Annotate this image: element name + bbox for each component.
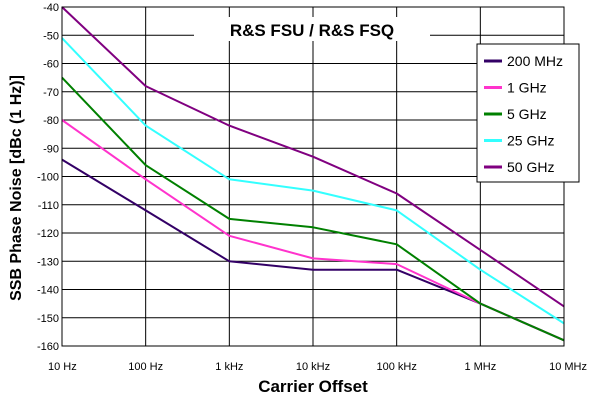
y-tick-label: -130	[37, 256, 59, 268]
legend-label: 5 GHz	[507, 106, 547, 122]
x-tick-label: 10 Hz	[48, 361, 77, 373]
y-axis-label: SSB Phase Noise [dBc (1 Hz)]	[8, 75, 25, 301]
x-tick-label: 100 Hz	[128, 361, 163, 373]
legend: 200 MHz 1 GHz 5 GHz 25 GHz 50 GHz	[476, 43, 580, 183]
y-tick-label: -40	[43, 2, 59, 14]
legend-label: 200 MHz	[507, 53, 563, 69]
series-lines	[61, 6, 565, 342]
x-axis-label: Carrier Offset	[258, 377, 368, 396]
title-background	[194, 17, 430, 41]
y-tick-label: -160	[37, 341, 59, 353]
y-tick-label: -70	[43, 87, 59, 99]
x-tick-label: 10 MHz	[549, 361, 587, 373]
y-tick-label: -90	[43, 143, 59, 155]
x-tick-label: 1 MHz	[464, 361, 496, 373]
y-tick-label: -100	[37, 172, 59, 184]
y-tick-label: -150	[37, 313, 59, 325]
y-tick-label: -50	[43, 30, 59, 42]
series-line-2	[61, 76, 565, 342]
y-tick-label: -120	[37, 228, 59, 240]
series-line-4	[61, 6, 565, 308]
x-tick-labels: 10 Hz 100 Hz 1 kHz 10 kHz 100 kHz 1 MHz 10 MHz	[48, 361, 587, 373]
y-tick-label: -110	[38, 200, 59, 212]
x-tick-label: 100 kHz	[376, 361, 416, 373]
legend-label: 1 GHz	[507, 80, 547, 96]
legend-label: 25 GHz	[507, 133, 554, 149]
y-tick-label: -80	[43, 115, 59, 127]
chart-title: R&S FSU / R&S FSQ	[230, 21, 394, 40]
x-tick-label: 10 kHz	[296, 361, 330, 373]
legend-label: 50 GHz	[507, 159, 554, 175]
x-tick-label: 1 kHz	[215, 361, 243, 373]
y-tick-label: -140	[37, 285, 59, 297]
series-line-3	[61, 37, 565, 325]
y-tick-label: -60	[43, 59, 59, 71]
y-tick-labels: -40 -50 -60 -70 -80 -90 -100 -110 -120 -130 -140 -1…	[37, 2, 59, 353]
